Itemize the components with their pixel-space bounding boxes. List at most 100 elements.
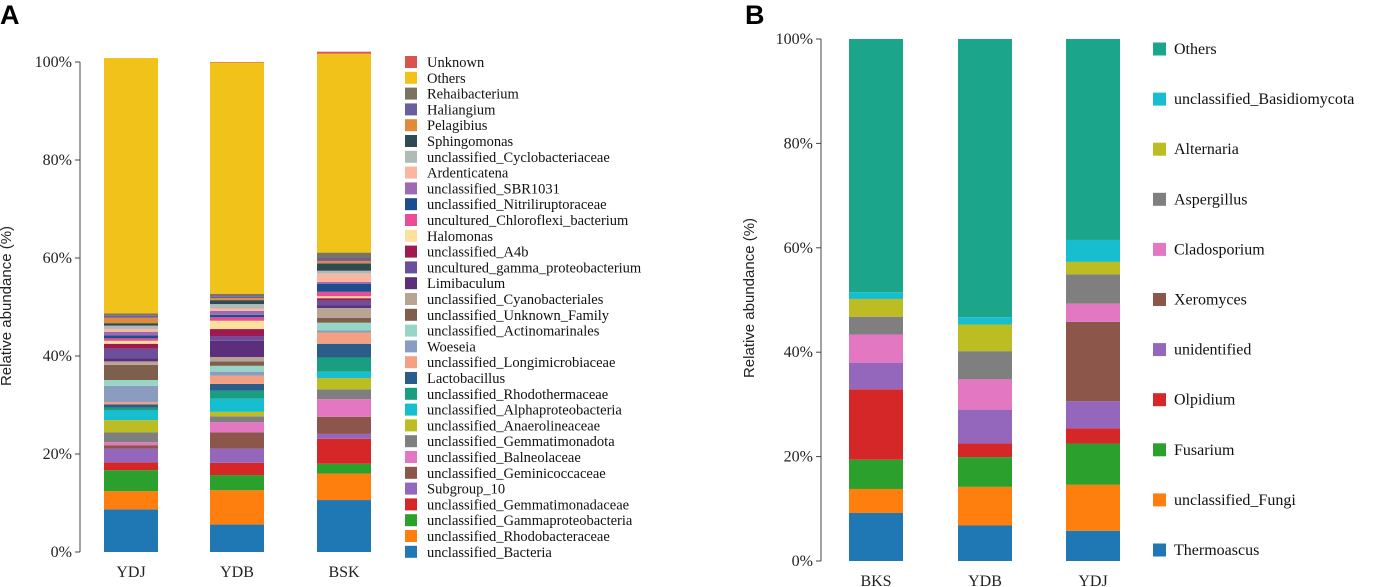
- bar-bsk-pelagibius: [317, 260, 371, 264]
- bar-bsk-unclassified-cyclobacteriaceae: [317, 270, 371, 274]
- y-axis-label-a: Relative abundance (%): [0, 226, 15, 386]
- bar-bsk-subgroup-10: [317, 433, 371, 439]
- y-tick-label: 80%: [43, 152, 72, 169]
- y-tick-label: 80%: [784, 135, 813, 152]
- legend-label-unclassified-sbr1031: unclassified_SBR1031: [427, 181, 560, 197]
- legend-swatch-uncultured-chloroflexi-bacterium: [405, 214, 417, 226]
- legend-swatch-unclassified-rhodobacteraceae: [405, 530, 417, 542]
- legend-label-unclassified-rhodothermaceae: unclassified_Rhodothermaceae: [427, 387, 608, 403]
- y-tick-label: 20%: [43, 446, 72, 463]
- legend-label-thermoascus: Thermoascus: [1174, 542, 1259, 559]
- bar-bsk-limibaculum: [317, 305, 371, 308]
- bar-bsk-unclassified-unknown-family: [317, 317, 371, 323]
- bar-bsk-uncultured-gamma-proteobacterium: [317, 300, 371, 306]
- bar-bsk-unclassified-cyanobacteriales: [317, 307, 371, 318]
- x-tick-label-bks: BKS: [860, 573, 891, 587]
- legend-label-unclassified-fungi: unclassified_Fungi: [1174, 492, 1296, 509]
- bar-ydj-woeseia: [104, 385, 158, 403]
- bar-ydb-fusarium: [958, 457, 1012, 487]
- legend-swatch-others: [405, 71, 417, 84]
- bar-ydj-ardenticatena: [104, 329, 158, 332]
- bar-ydj-cladosporium: [1066, 303, 1120, 322]
- bar-ydj-unclassified-anaerolineaceae: [104, 420, 158, 433]
- bar-ydj-others: [1066, 39, 1120, 240]
- legend-swatch-limibaculum: [405, 277, 417, 290]
- legend-label-unclassified-nitriliruptoraceae: unclassified_Nitriliruptoraceae: [427, 197, 607, 213]
- legend-label-unclassified-cyclobacteriaceae: unclassified_Cyclobacteriaceae: [427, 150, 610, 166]
- bar-ydb-unidentified: [958, 409, 1012, 444]
- bar-ydb-unclassified-gemmatimonadota: [210, 416, 264, 423]
- legend-label-limibaculum: Limibaculum: [427, 276, 506, 292]
- legend-label-fusarium: Fusarium: [1174, 442, 1235, 459]
- legend-swatch-unclassified-sbr1031: [405, 182, 417, 195]
- bar-ydb-uncultured-chloroflexi-bacterium: [210, 317, 264, 321]
- legend-swatch-unclassified-fungi: [1153, 493, 1166, 507]
- legend-swatch-fusarium: [1153, 443, 1166, 457]
- bar-ydb-unclassified-bacteria: [210, 524, 264, 552]
- bar-ydj-thermoascus: [1066, 530, 1120, 561]
- legend-label-unclassified-alphaproteobacteria: unclassified_Alphaproteobacteria: [427, 403, 622, 419]
- legend-swatch-ardenticatena: [405, 166, 417, 179]
- bar-ydb-limibaculum: [210, 340, 264, 357]
- x-tick-label-bsk: BSK: [328, 564, 360, 581]
- bar-ydb-cladosporium: [958, 379, 1012, 410]
- legend-swatch-pelagibius: [405, 119, 417, 132]
- bar-bsk-others: [317, 53, 371, 253]
- legend-label-uncultured-gamma-proteobacterium: uncultured_gamma_proteobacterium: [427, 260, 642, 276]
- legend-label-unknown: Unknown: [427, 55, 485, 71]
- x-tick-labels-a: YDJ YDB BSK: [116, 564, 360, 581]
- bar-ydj-lactobacillus: [104, 404, 158, 408]
- legend-label-unclassified-bacteria: unclassified_Bacteria: [427, 545, 552, 561]
- bar-ydj-limibaculum: [104, 358, 158, 362]
- bar-ydj-unclassified-balneolaceae: [104, 442, 158, 446]
- bar-bsk-uncultured-chloroflexi-bacterium: [317, 291, 371, 297]
- bar-ydb-unclassified-basidiomycota: [958, 317, 1012, 325]
- legend-swatch-unclassified-unknown-family: [405, 308, 417, 321]
- legend-swatch-unclassified-actinomarinales: [405, 324, 417, 337]
- bar-ydb-rehaibacterium: [210, 293, 264, 297]
- panel-label-a: A: [0, 0, 20, 30]
- bar-ydj-others: [104, 58, 158, 314]
- y-tick-label: 100%: [35, 54, 72, 71]
- legend-label-xeromyces: Xeromyces: [1174, 292, 1247, 309]
- bar-ydb-others: [958, 39, 1012, 318]
- bar-ydb-unclassified-nitriliruptoraceae: [210, 314, 264, 318]
- bar-ydb-halomonas: [210, 320, 264, 330]
- bar-ydj-pelagibius: [104, 317, 158, 324]
- y-tick-label: 0%: [792, 553, 813, 570]
- x-tick-label-ydj: YDJ: [116, 564, 145, 581]
- bar-ydj-sphingomonas: [104, 323, 158, 326]
- legend-swatch-unclassified-anaerolineaceae: [405, 419, 417, 432]
- bar-bsk-unclassified-balneolaceae: [317, 399, 371, 417]
- legend-swatch-aspergillus: [1153, 192, 1166, 206]
- bar-bks-cladosporium: [849, 334, 903, 363]
- bar-bsk-unclassified-gammaproteobacteria: [317, 463, 371, 474]
- legend-swatch-lactobacillus: [405, 372, 417, 384]
- bar-ydb-pelagibius: [210, 298, 264, 301]
- legend-label-unclassified-balneolaceae: unclassified_Balneolaceae: [427, 450, 581, 466]
- legend-label-pelagibius: Pelagibius: [427, 118, 488, 134]
- bar-ydj-unidentified: [1066, 401, 1120, 429]
- legend-swatch-unclassified-nitriliruptoraceae: [405, 198, 417, 211]
- bar-bsk-unclassified-rhodothermaceae: [317, 357, 371, 372]
- legend-swatch-unclassified-gemmatimonadota: [405, 435, 417, 448]
- bar-ydb-unclassified-alphaproteobacteria: [210, 398, 264, 412]
- legend-swatch-haliangium: [405, 103, 417, 116]
- legend-label-unclassified-unknown-family: unclassified_Unknown_Family: [427, 308, 610, 324]
- bar-ydj-unclassified-alphaproteobacteria: [104, 410, 158, 421]
- panel-label-b: B: [745, 0, 765, 30]
- bar-ydj-unclassified-sbr1031: [104, 331, 158, 336]
- bar-ydj-unclassified-geminicoccaceae: [104, 445, 158, 449]
- y-tick-label: 40%: [784, 344, 813, 361]
- legend-swatch-alternaria: [1153, 142, 1166, 156]
- legend-swatch-cladosporium: [1153, 242, 1166, 256]
- legend-swatch-unclassified-bacteria: [405, 545, 417, 558]
- legend-label-unclassified-cyanobacteriales: unclassified_Cyanobacteriales: [427, 292, 604, 308]
- bar-ydb-subgroup-10: [210, 448, 264, 463]
- bar-ydj-unclassified-nitriliruptoraceae: [104, 335, 158, 339]
- bar-bsk-unclassified-a4b: [317, 298, 371, 301]
- bar-bks-unclassified-fungi: [849, 488, 903, 513]
- legend-swatch-unclassified-cyclobacteriaceae: [405, 150, 417, 163]
- legend-swatch-others: [1153, 42, 1166, 56]
